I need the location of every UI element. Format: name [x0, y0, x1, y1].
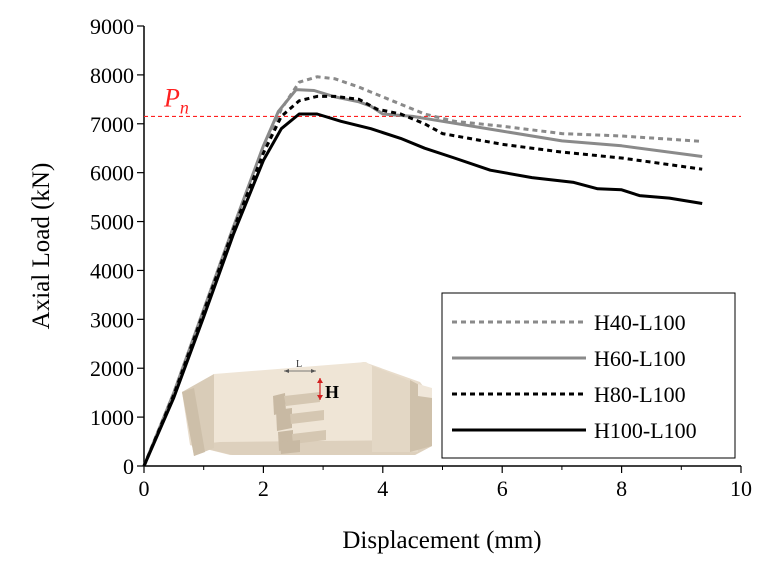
y-tick-label: 8000 [90, 63, 134, 88]
inset-height-label: H [325, 382, 339, 402]
legend-label: H40-L100 [594, 310, 686, 335]
x-tick-label: 6 [497, 476, 508, 501]
y-tick-label: 9000 [90, 14, 134, 39]
series-line-h60-l100 [142, 88, 703, 467]
y-tick-label: 1000 [90, 405, 134, 430]
reference-line-group: Pn [144, 83, 741, 117]
y-axis-ticks: 0 1000 2000 3000 4000 5000 6000 7000 8000 9000 [90, 14, 144, 479]
x-tick-label: 8 [616, 476, 627, 501]
y-tick-label: 5000 [90, 210, 134, 235]
series-layer [142, 75, 703, 467]
y-axis-label: Axial Load (kN) [28, 163, 55, 330]
legend-items: H40-L100 H60-L100 H80-L100 H100-L100 [452, 310, 697, 443]
x-tick-label: 2 [258, 476, 269, 501]
inset-length-label: L [296, 359, 302, 370]
reference-line-label: Pn [163, 83, 189, 117]
legend: H40-L100 H60-L100 H80-L100 H100-L100 [441, 292, 736, 459]
legend-label: H60-L100 [594, 346, 686, 371]
y-tick-label: 3000 [90, 307, 134, 332]
x-tick-label: 4 [377, 476, 388, 501]
x-tick-label: 10 [730, 476, 752, 501]
y-tick-label: 4000 [90, 258, 134, 283]
y-tick-label: 2000 [90, 356, 134, 381]
y-tick-label: 0 [123, 454, 134, 479]
x-axis-label: Displacement (mm) [342, 527, 541, 554]
series-line-h80-l100 [142, 94, 703, 467]
legend-label: H100-L100 [594, 418, 697, 443]
x-axis-ticks: 0 2 4 6 8 10 [139, 466, 752, 501]
x-tick-label: 0 [139, 476, 150, 501]
y-tick-label: 6000 [90, 161, 134, 186]
series-line-h100-l100 [142, 112, 703, 467]
specimen-inset-image: L H [182, 359, 432, 456]
y-tick-label: 7000 [90, 112, 134, 137]
legend-label: H80-L100 [594, 382, 686, 407]
